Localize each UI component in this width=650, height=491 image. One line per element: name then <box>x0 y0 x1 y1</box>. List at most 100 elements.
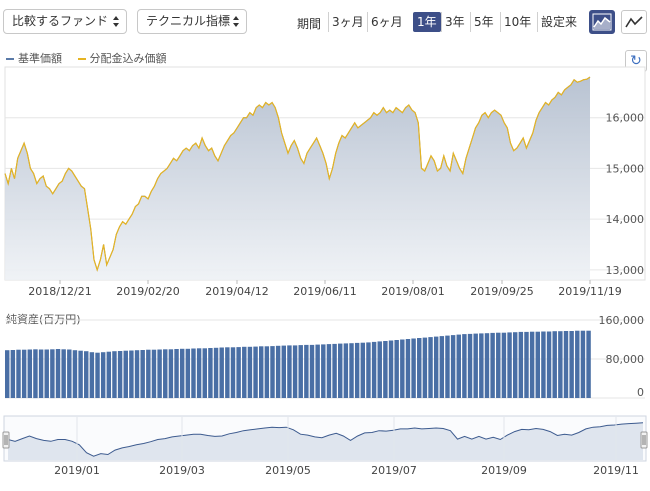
navigator-x-tick-label: 2019/01 <box>54 464 100 477</box>
area-chart-toggle[interactable] <box>589 10 615 34</box>
refresh-icon: ↻ <box>630 53 642 69</box>
volume-bar <box>146 349 151 398</box>
volume-bar <box>140 350 145 398</box>
line-chart-toggle[interactable] <box>621 10 647 34</box>
toolbar: 比較するファンド テクニカル指標 期間 3ヶ月 6ヶ月 1年 3年 5年 10年… <box>0 0 650 44</box>
volume-bar <box>304 344 309 398</box>
navigator-frame <box>3 415 647 462</box>
navigator-area <box>8 422 643 460</box>
period-1y[interactable]: 1年 <box>413 12 441 32</box>
volume-y-tick-label: 160,000 <box>599 314 645 327</box>
volume-bar <box>456 334 461 398</box>
volume-bar <box>473 333 478 398</box>
volume-bar <box>174 349 179 398</box>
main-x-tick-label: 2018/12/21 <box>28 285 91 298</box>
volume-bar <box>67 349 72 398</box>
main-y-tick-label: 15,000 <box>606 162 645 175</box>
navigator-x-tick-label: 2019/03 <box>159 464 205 477</box>
volume-bar <box>529 331 535 398</box>
main-x-tick-label: 2019/11/19 <box>558 285 621 298</box>
period-3m[interactable]: 3ヶ月 <box>328 12 367 32</box>
volume-bar <box>50 349 55 399</box>
volume-bar <box>371 341 377 398</box>
volume-bar <box>191 348 196 398</box>
volume-bar <box>179 348 185 398</box>
legend-label-dist: 分配金込み価額 <box>89 52 167 65</box>
volume-bar <box>196 348 202 398</box>
main-y-tick-label: 13,000 <box>606 264 645 277</box>
period-6m[interactable]: 6ヶ月 <box>367 12 406 32</box>
legend-item-dist[interactable]: 分配金込み価額 <box>77 50 167 66</box>
volume-bar <box>253 346 258 398</box>
volume-bar <box>185 348 191 398</box>
volume-bar <box>95 352 100 398</box>
technical-indicator-select[interactable]: テクニカル指標 <box>137 9 247 34</box>
volume-bar <box>377 341 382 398</box>
reset-zoom-button[interactable]: ↻ <box>625 50 647 72</box>
volume-bar <box>518 331 524 398</box>
volume-bar <box>507 332 512 398</box>
volume-chart-grid <box>5 319 645 399</box>
period-10y[interactable]: 10年 <box>500 12 534 32</box>
navigator-x-tick-label: 2019/11 <box>593 464 639 477</box>
volume-bar <box>225 347 230 398</box>
volume-bar <box>484 333 490 398</box>
main-x-tick-label: 2019/02/20 <box>116 285 179 298</box>
volume-bar <box>422 337 428 398</box>
nav-line <box>4 76 591 272</box>
volume-bar <box>10 350 16 398</box>
legend-item-nav[interactable]: 基準価額 <box>6 50 62 66</box>
volume-bar <box>55 349 61 398</box>
volume-bar <box>123 350 128 398</box>
volume-bar <box>163 349 168 399</box>
volume-bar <box>281 345 287 398</box>
volume-bar <box>535 331 540 398</box>
navigator-x-tick-label: 2019/05 <box>265 464 311 477</box>
period-3y[interactable]: 3年 <box>441 12 468 32</box>
volume-bar <box>106 351 112 398</box>
main-x-tick-label: 2019/06/11 <box>293 285 356 298</box>
volume-bar <box>552 331 557 398</box>
navigator-handle-left[interactable] <box>2 431 10 449</box>
volume-bar <box>33 349 38 399</box>
volume-bar <box>270 346 275 398</box>
volume-y-tick-label: 80,000 <box>606 353 645 366</box>
period-5y[interactable]: 5年 <box>470 12 497 32</box>
volume-bar <box>16 349 21 398</box>
volume-bar <box>292 345 298 398</box>
volume-bar <box>27 349 33 398</box>
navigator-x-tick-label: 2019/09 <box>481 464 527 477</box>
compare-fund-select[interactable]: 比較するファンド <box>3 9 127 34</box>
net-assets-label: 純資産(百万円) <box>6 313 81 326</box>
volume-bar <box>411 338 416 398</box>
updown-chevron-icon <box>113 16 119 27</box>
volume-bar <box>61 349 66 399</box>
volume-bar <box>569 331 574 398</box>
volume-bar <box>247 346 253 398</box>
volume-bar <box>117 351 123 398</box>
volume-bar <box>490 332 495 398</box>
volume-bar <box>129 350 134 398</box>
volume-bar <box>21 349 27 398</box>
volume-y-axis: 0 80,000 160,000 <box>599 314 645 399</box>
volume-bar <box>394 340 399 398</box>
volume-bar <box>236 347 241 398</box>
navigator-handle-right[interactable] <box>640 431 648 449</box>
main-x-axis: 2018/12/21 2019/02/20 2019/04/12 2019/06/11… <box>28 280 622 298</box>
main-y-tick-label: 14,000 <box>606 213 645 226</box>
period-since-inception[interactable]: 設定来 <box>537 12 580 32</box>
volume-bar <box>44 349 49 398</box>
volume-bar <box>242 346 247 398</box>
volume-bar <box>343 343 349 398</box>
volume-bars <box>5 330 591 399</box>
volume-bar <box>112 351 117 398</box>
period-label: 期間 <box>297 17 322 31</box>
volume-bar <box>287 345 292 398</box>
volume-bar <box>496 332 501 398</box>
main-x-tick-label: 2019/04/12 <box>205 285 268 298</box>
volume-bar <box>168 349 174 399</box>
volume-bar <box>546 331 552 398</box>
volume-bar <box>100 352 106 398</box>
main-y-axis: 13,000 14,000 15,000 16,000 <box>606 112 645 277</box>
